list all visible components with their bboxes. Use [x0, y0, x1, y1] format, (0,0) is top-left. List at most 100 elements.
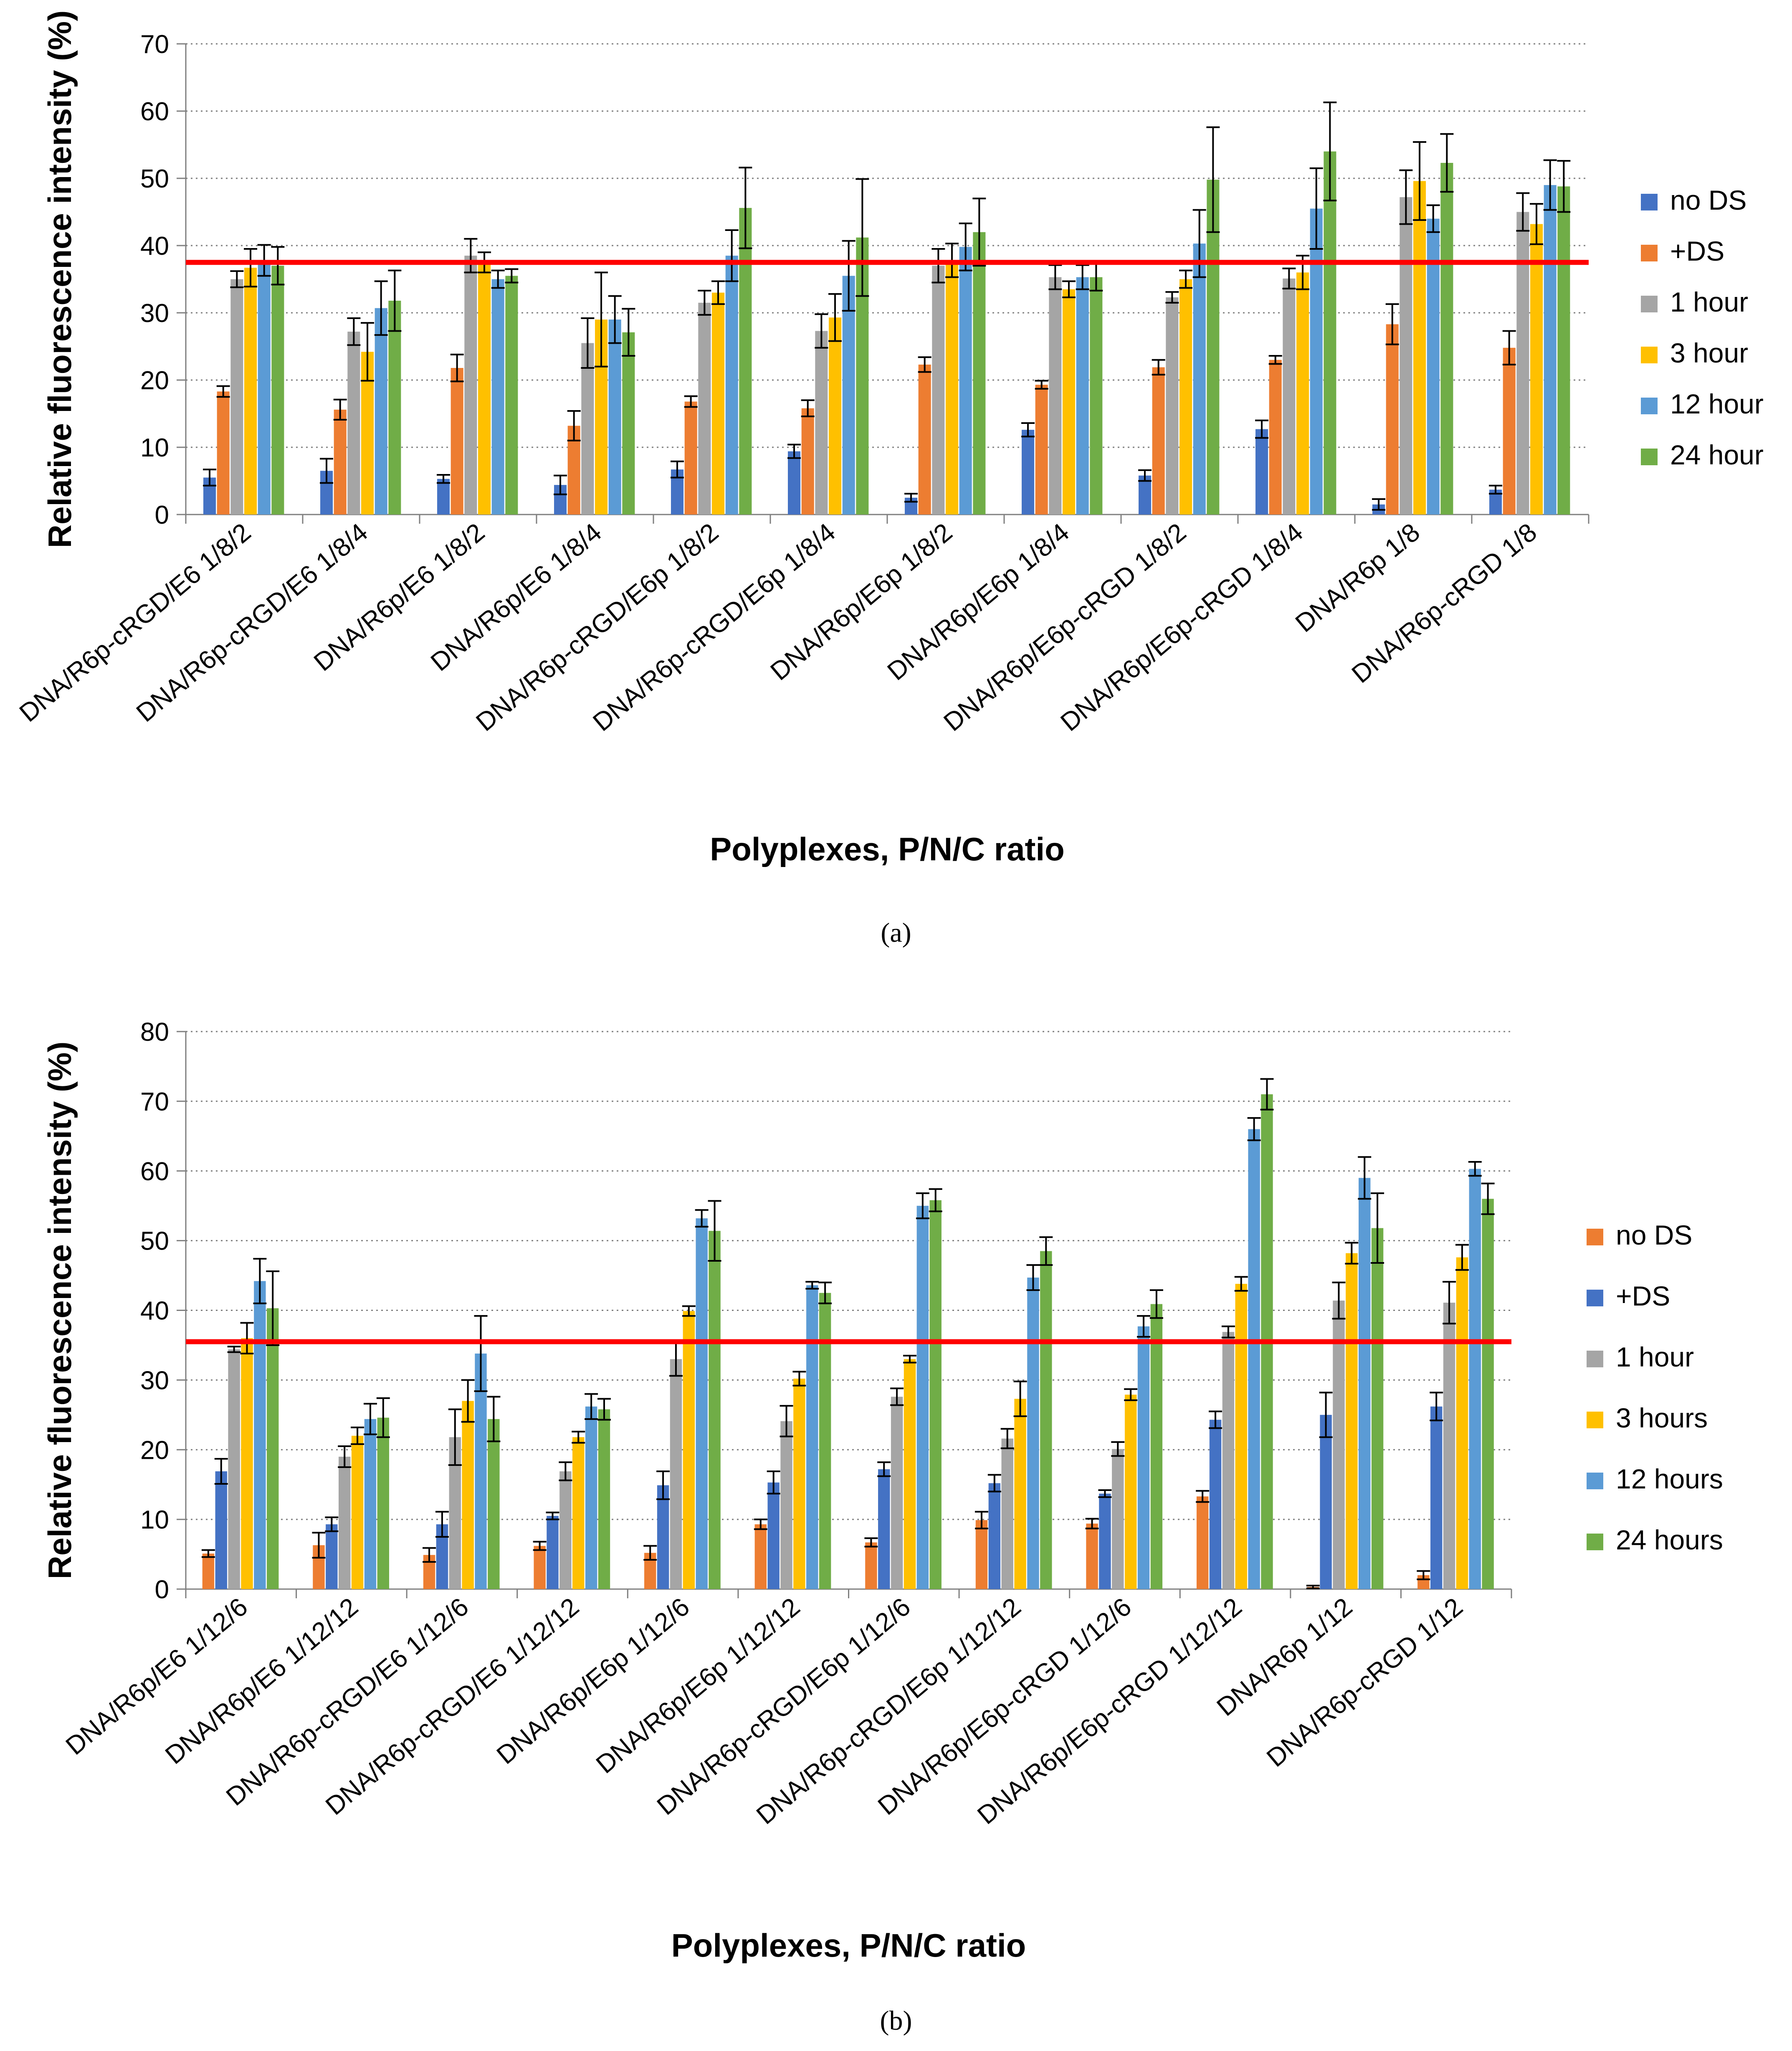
legend-label: 24 hours [1616, 1524, 1723, 1555]
bar [1386, 324, 1399, 515]
legend-label: 3 hour [1670, 337, 1748, 368]
bar [1346, 1253, 1358, 1589]
bar [1063, 289, 1076, 515]
bar [267, 1308, 279, 1589]
bar [1099, 1493, 1111, 1589]
legend-swatch [1641, 194, 1658, 210]
bar [215, 1471, 227, 1589]
bar [559, 1471, 572, 1589]
bar [1469, 1169, 1481, 1589]
legend-swatch [1587, 1412, 1603, 1428]
bar [581, 343, 594, 515]
bar [754, 1524, 767, 1589]
bar [451, 368, 463, 515]
bar [1027, 1278, 1039, 1589]
bar [202, 1553, 215, 1589]
bar [351, 1435, 364, 1589]
bar [1269, 360, 1282, 515]
legend-swatch [1587, 1473, 1603, 1489]
bar [1248, 1129, 1260, 1589]
bar [230, 279, 243, 515]
bar [326, 1524, 338, 1589]
bar [254, 1281, 266, 1589]
bar [1482, 1199, 1494, 1589]
bar [228, 1349, 240, 1589]
y-tick-label: 0 [155, 1575, 169, 1604]
bar [1530, 224, 1543, 515]
x-category-label: DNA/R6p/E6p 1/12/6 [491, 1592, 695, 1770]
x-category-label: DNA/R6p-cRGD/E6 1/8/4 [131, 518, 373, 728]
y-tick-label: 30 [140, 299, 169, 328]
bar [1166, 297, 1179, 515]
bar [375, 308, 387, 515]
y-tick-label: 60 [140, 1157, 169, 1186]
bar [1413, 181, 1426, 515]
legend-label: 24 hour [1670, 439, 1764, 470]
legend-label: no DS [1670, 185, 1746, 215]
legend-label: 12 hour [1670, 388, 1764, 419]
bar [258, 260, 271, 515]
bar [865, 1542, 877, 1589]
y-tick-label: 30 [140, 1366, 169, 1395]
bar [1310, 208, 1323, 515]
y-axis-title: Relative fluorescence intensity (%) [41, 1042, 78, 1579]
y-tick-label: 20 [140, 366, 169, 395]
bar [1179, 279, 1192, 515]
bar [780, 1421, 792, 1589]
bar [572, 1437, 585, 1589]
x-category-label: DNA/R6p/E6p-cRGD 1/8/2 [938, 518, 1192, 737]
bar [1358, 1178, 1371, 1589]
bar [1124, 1394, 1137, 1589]
x-category-label: DNA/R6p/E6p-cRGD 1/8/4 [1055, 518, 1309, 737]
bar [244, 268, 257, 515]
bar [585, 1406, 597, 1589]
bar [959, 247, 972, 515]
y-tick-label: 70 [140, 30, 169, 59]
y-tick-label: 60 [140, 97, 169, 126]
bar [670, 1359, 682, 1589]
bar [1090, 277, 1103, 515]
bar [1371, 1228, 1384, 1589]
bar [377, 1417, 390, 1589]
legend-swatch [1641, 347, 1658, 363]
bar [1035, 385, 1048, 515]
bar [1440, 162, 1453, 515]
bar [1001, 1438, 1013, 1589]
legend-swatch [1587, 1351, 1603, 1367]
x-category-label: DNA/R6p/E6 1/12/12 [160, 1592, 364, 1770]
bar [657, 1485, 669, 1589]
bar [1443, 1303, 1455, 1589]
bar [1076, 277, 1089, 515]
bar [891, 1397, 903, 1589]
y-tick-label: 10 [140, 1506, 169, 1534]
bar [932, 266, 945, 515]
bar [929, 1200, 942, 1589]
bar [1516, 212, 1529, 515]
bar [788, 451, 801, 515]
legend-swatch [1587, 1290, 1603, 1306]
panel-label: (a) [881, 918, 911, 948]
y-tick-label: 50 [140, 165, 169, 193]
bar [1557, 186, 1570, 515]
bar [364, 1419, 377, 1589]
bar [946, 260, 959, 515]
bar [696, 1218, 708, 1589]
bar [1196, 1496, 1209, 1589]
legend-label: 1 hour [1616, 1341, 1694, 1372]
bar [988, 1483, 1001, 1589]
legend-swatch [1587, 1229, 1603, 1245]
bar [347, 332, 360, 515]
legend-swatch [1641, 449, 1658, 465]
bar [1022, 430, 1035, 515]
bar [698, 302, 711, 515]
bar [478, 262, 491, 515]
legend-swatch [1641, 296, 1658, 312]
x-category-label: DNA/R6p/E6p 1/12/12 [591, 1592, 805, 1779]
x-axis-title: Polyplexes, P/N/C ratio [710, 831, 1065, 867]
bar [488, 1419, 500, 1589]
bar [388, 301, 401, 515]
bar [1112, 1449, 1124, 1589]
bar [1283, 278, 1296, 515]
